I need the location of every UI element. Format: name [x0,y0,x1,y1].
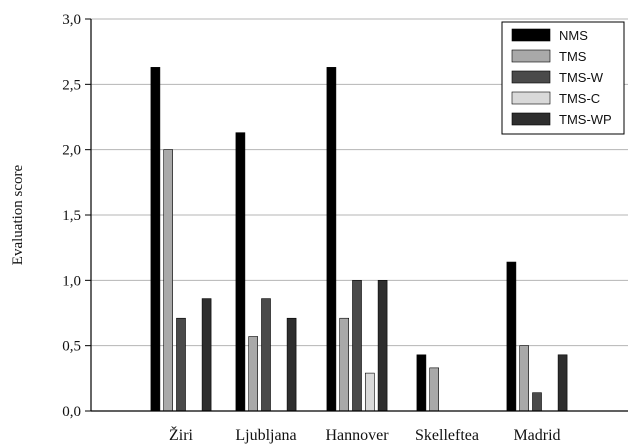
x-category-label: Skelleftea [415,427,479,444]
bar-tms-c-2 [364,372,375,412]
y-axis-label: Evaluation score [10,164,26,265]
bar-tms-2 [339,317,350,412]
legend-label: TMS-C [559,91,600,106]
bar-nms-0 [150,67,161,412]
axes [85,18,628,412]
bar-tms-wp-4 [557,354,568,412]
gridlines [91,18,628,347]
y-tick-label: 2,0 [62,143,81,159]
legend-label: NMS [559,28,588,43]
bar-nms-1 [235,132,246,412]
bar-tms-w-0 [176,317,186,412]
y-tick-label: 0,0 [62,404,81,420]
y-tick-labels: 0,0 0,5 1,0 1,5 2,0 2,5 3,0 [62,12,81,420]
bar-tms-wp-2 [377,280,388,412]
legend-label: TMS-W [559,70,604,85]
legend: NMS TMS TMS-W TMS-C TMS-WP [501,21,625,135]
bar-nms-2 [326,67,337,412]
x-category-labels: Žiri Ljubljana Hannover Skelleftea Madrid [169,425,561,444]
x-category-label: Žiri [169,425,194,444]
y-tick-label: 1,0 [62,273,81,289]
bar-tms-4 [519,345,530,412]
y-tick-label: 2,5 [62,77,81,93]
legend-swatch [511,28,551,42]
bar-tms-w-2 [352,280,362,412]
bar-nms-3 [416,354,427,412]
bar-tms-3 [429,367,440,412]
bar-tms-w-1 [261,298,271,412]
bar-tms-w-4 [532,392,542,412]
legend-label: TMS [559,49,587,64]
x-category-label: Hannover [325,427,389,444]
legend-swatch [511,91,551,105]
bar-tms-wp-1 [286,317,297,412]
y-tick-label: 3,0 [62,12,81,28]
x-category-label: Ljubljana [235,427,296,444]
legend-swatch [511,70,551,84]
y-tick-label: 0,5 [62,339,81,355]
bar-tms-0 [163,149,173,412]
bar-tms-wp-0 [201,298,212,412]
x-category-label: Madrid [513,427,560,444]
bar-tms-1 [248,336,258,412]
bar-nms-4 [506,261,517,412]
legend-swatch [511,112,551,126]
legend-swatch [511,49,551,63]
legend-label: TMS-WP [559,112,612,127]
y-tick-label: 1,5 [62,208,81,224]
